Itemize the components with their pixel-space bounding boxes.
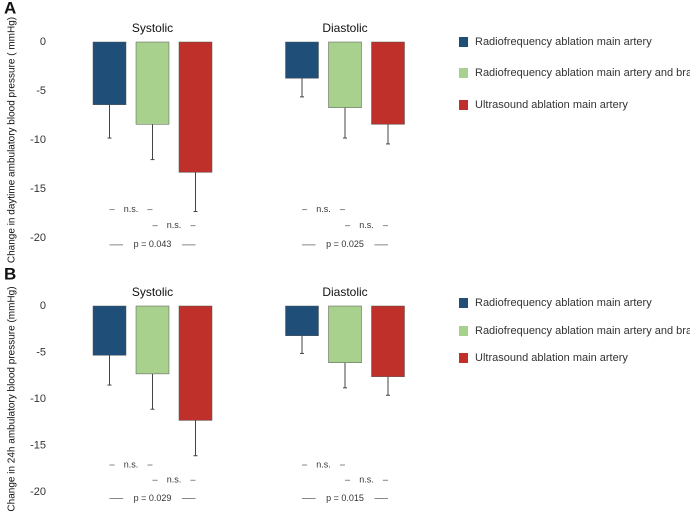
bar (92, 305, 127, 356)
y-tick-label: 0 (40, 300, 46, 312)
y-tick-label: -15 (30, 439, 46, 451)
category-label: Systolic (132, 21, 173, 35)
y-tick-label: -15 (30, 183, 46, 195)
y-tick-label: -20 (30, 486, 46, 498)
legend-label: Radiofrequency ablation main artery and … (475, 67, 690, 79)
y-axis-title: Change in daytime ambulatory blood press… (7, 17, 18, 263)
legend-label: Ultrasound ablation main artery (475, 352, 628, 364)
bar (371, 305, 405, 377)
annotation: n.s. (359, 220, 374, 230)
annotation: n.s. (124, 204, 139, 214)
category-label: Diastolic (322, 21, 367, 35)
legend-swatch (459, 326, 468, 336)
annotation: n.s. (167, 475, 182, 485)
bar (328, 41, 362, 108)
bar (135, 41, 170, 125)
y-tick-label: -10 (30, 393, 46, 405)
bar (135, 305, 170, 375)
y-tick-label: -20 (30, 232, 46, 244)
legend-swatch (459, 68, 468, 78)
y-tick-label: -10 (30, 134, 46, 146)
legend-swatch (459, 298, 468, 308)
annotation: n.s. (316, 459, 331, 469)
annotation: n.s. (359, 475, 374, 485)
y-tick-label: -5 (36, 85, 46, 97)
y-tick-label: -5 (36, 346, 46, 358)
annotation: n.s. (316, 204, 331, 214)
annotation: p = 0.025 (326, 239, 364, 249)
annotation: p = 0.043 (134, 239, 172, 249)
bar (92, 41, 127, 105)
legend-label: Radiofrequency ablation main artery (475, 36, 652, 48)
legend-label: Radiofrequency ablation main artery and … (475, 325, 690, 337)
annotation: p = 0.015 (326, 493, 364, 503)
category-label: Systolic (132, 285, 173, 299)
bar (178, 41, 213, 173)
bar (328, 305, 362, 363)
legend-label: Radiofrequency ablation main artery (475, 297, 652, 309)
legend-swatch (459, 353, 468, 363)
bar (285, 305, 319, 337)
panel-label: B (4, 264, 16, 283)
legend-swatch (459, 37, 468, 47)
legend-label: Ultrasound ablation main artery (475, 99, 628, 111)
bar (285, 41, 319, 79)
y-tick-label: 0 (40, 36, 46, 48)
annotation: p = 0.029 (134, 493, 172, 503)
bar (371, 41, 405, 125)
annotation: n.s. (124, 459, 139, 469)
legend-swatch (459, 100, 468, 110)
panel-label: A (4, 0, 16, 17)
annotation: n.s. (167, 220, 182, 230)
y-axis-title: Change in 24h ambulatory blood pressure … (7, 286, 18, 511)
category-label: Diastolic (322, 285, 367, 299)
bar (178, 305, 213, 421)
